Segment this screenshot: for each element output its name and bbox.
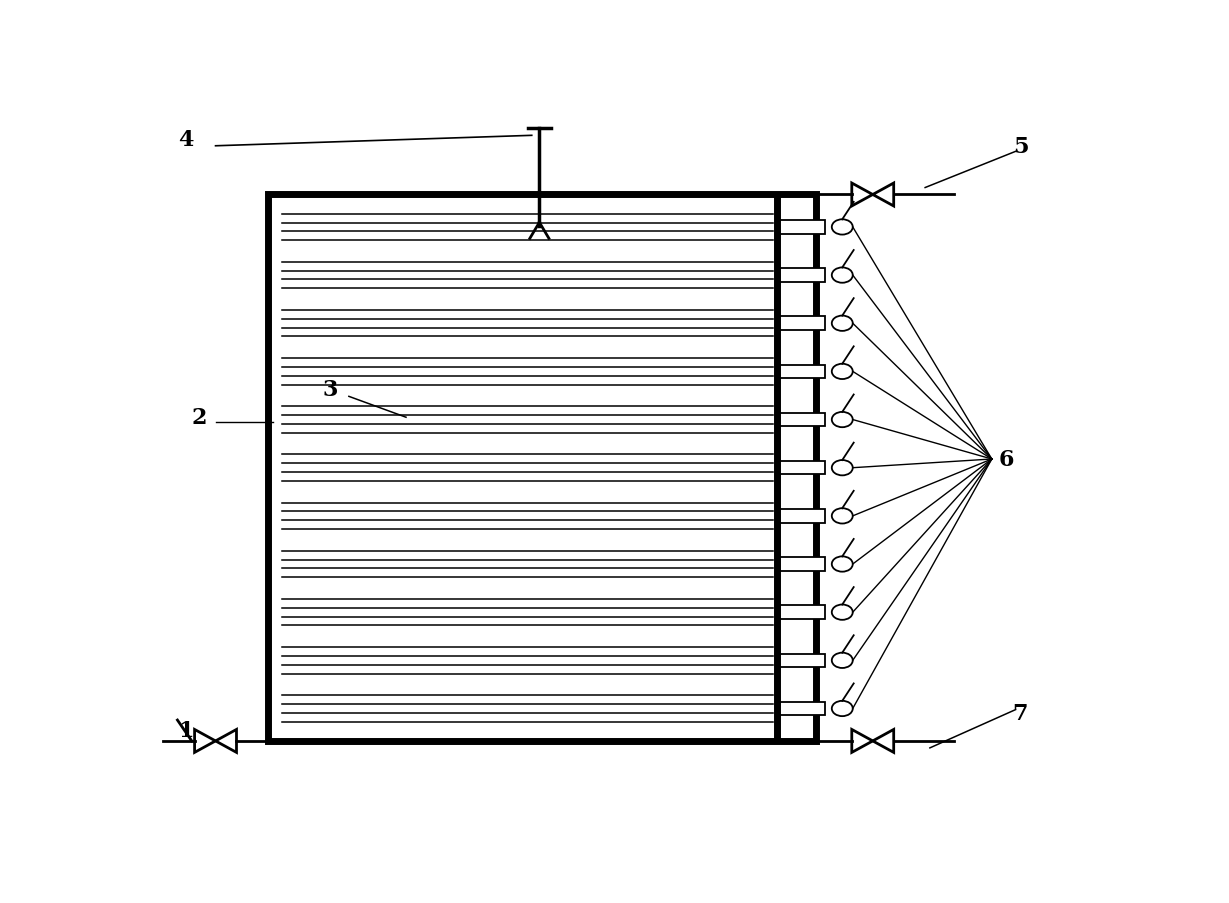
Polygon shape [194, 730, 215, 752]
Bar [778, 365, 825, 378]
Bar [778, 269, 825, 283]
Polygon shape [873, 184, 893, 207]
Text: 5: 5 [1013, 135, 1029, 158]
Text: 3: 3 [322, 379, 338, 401]
Text: 7: 7 [1013, 703, 1029, 724]
Text: 1: 1 [178, 720, 194, 741]
Polygon shape [873, 730, 893, 752]
Bar [778, 461, 825, 475]
Bar [778, 414, 825, 427]
Bar [778, 606, 825, 619]
Polygon shape [215, 730, 236, 752]
Polygon shape [852, 730, 873, 752]
Text: 4: 4 [178, 128, 194, 151]
Polygon shape [852, 184, 873, 207]
Bar [778, 317, 825, 330]
Bar [778, 221, 825, 235]
Bar [268, 195, 816, 741]
Bar [778, 654, 825, 667]
Text: 2: 2 [192, 406, 208, 429]
Bar [778, 558, 825, 571]
Text: 6: 6 [998, 449, 1014, 470]
Bar [778, 509, 825, 523]
Bar [778, 702, 825, 715]
